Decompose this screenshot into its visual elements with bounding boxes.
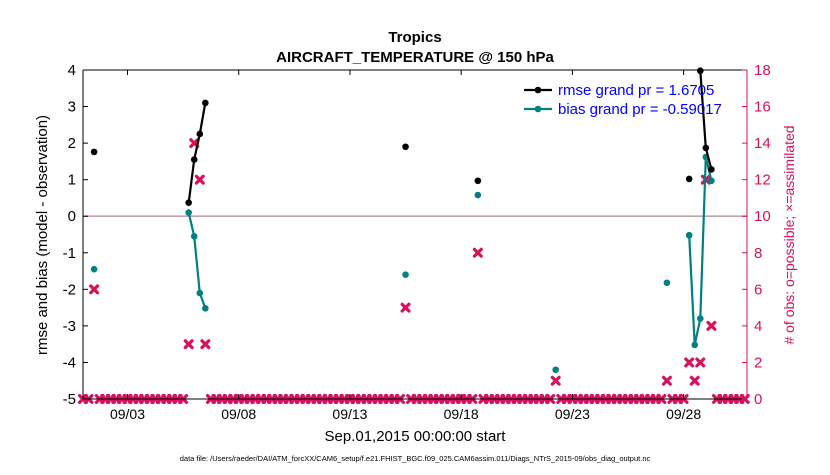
x-axis-label: Sep.01,2015 00:00:00 start <box>325 428 507 445</box>
footnote: data file: /Users/raeder/DAI/ATM_forcXX/… <box>180 454 651 463</box>
y-axis-label: rmse and bias (model - observation) <box>34 115 51 355</box>
legend-bias-label: bias grand pr = -0.59017 <box>558 101 722 118</box>
legend-bias-marker <box>535 106 542 113</box>
rmse-point <box>185 199 192 206</box>
y-tick-label: -5 <box>63 391 76 408</box>
y-tick-label: 4 <box>68 62 76 79</box>
rmse-point <box>475 177 482 184</box>
bias-point <box>402 271 409 278</box>
bias-point <box>697 315 704 322</box>
y-tick-label: -4 <box>63 354 76 371</box>
bias-point <box>185 209 192 216</box>
rmse-point <box>196 131 203 138</box>
rmse-point <box>202 100 209 107</box>
y-tick-label: 3 <box>68 99 76 116</box>
legend-rmse-marker <box>535 87 542 94</box>
bias-point <box>196 290 203 297</box>
x-tick-label: 09/03 <box>110 406 145 422</box>
bias-point <box>691 342 698 349</box>
rmse-point <box>91 149 98 156</box>
bias-point <box>202 305 209 312</box>
rmse-point <box>703 145 710 152</box>
y-tick-label: 1 <box>68 172 76 189</box>
bias-point <box>664 279 671 286</box>
rmse-point <box>686 176 693 183</box>
y2-tick-label: 14 <box>754 135 771 152</box>
chart-title: Tropics <box>388 29 441 46</box>
x-tick-label: 09/18 <box>444 406 479 422</box>
rmse-point <box>191 156 198 163</box>
y2-tick-label: 18 <box>754 62 771 79</box>
rmse-point <box>402 143 409 150</box>
rmse-point <box>708 166 715 173</box>
chart-svg: Tropics AIRCRAFT_TEMPERATURE @ 150 hPa -… <box>0 0 830 470</box>
y2-axis-label: # of obs: o=possible; ×=assimilated <box>781 125 797 344</box>
bias-point <box>708 177 715 184</box>
y-tick-label: -1 <box>63 245 76 262</box>
x-tick-label: 09/08 <box>221 406 256 422</box>
y2-tick-label: 10 <box>754 208 771 225</box>
y2-tick-label: 2 <box>754 354 762 371</box>
bias-point <box>475 192 482 199</box>
x-tick-label: 09/13 <box>332 406 367 422</box>
y2-tick-label: 16 <box>754 99 771 116</box>
plot-area <box>83 70 747 399</box>
x-tick-label: 09/23 <box>555 406 590 422</box>
y-tick-label: -2 <box>63 281 76 298</box>
bias-point <box>191 233 198 240</box>
chart-container: Tropics AIRCRAFT_TEMPERATURE @ 150 hPa -… <box>0 0 830 470</box>
y-tick-label: -3 <box>63 318 76 335</box>
bias-point <box>91 266 98 273</box>
rmse-point <box>697 67 704 74</box>
y-tick-label: 0 <box>68 208 76 225</box>
bias-point <box>552 366 559 373</box>
y2-tick-label: 6 <box>754 281 762 298</box>
y2-tick-label: 0 <box>754 391 762 408</box>
y2-tick-label: 12 <box>754 172 771 189</box>
y2-tick-label: 4 <box>754 318 762 335</box>
chart-subtitle: AIRCRAFT_TEMPERATURE @ 150 hPa <box>276 49 554 66</box>
y2-tick-label: 8 <box>754 245 762 262</box>
x-tick-label: 09/28 <box>666 406 701 422</box>
legend-rmse-label: rmse grand pr = 1.6705 <box>558 82 714 99</box>
bias-point <box>686 232 693 239</box>
y-tick-label: 2 <box>68 135 76 152</box>
